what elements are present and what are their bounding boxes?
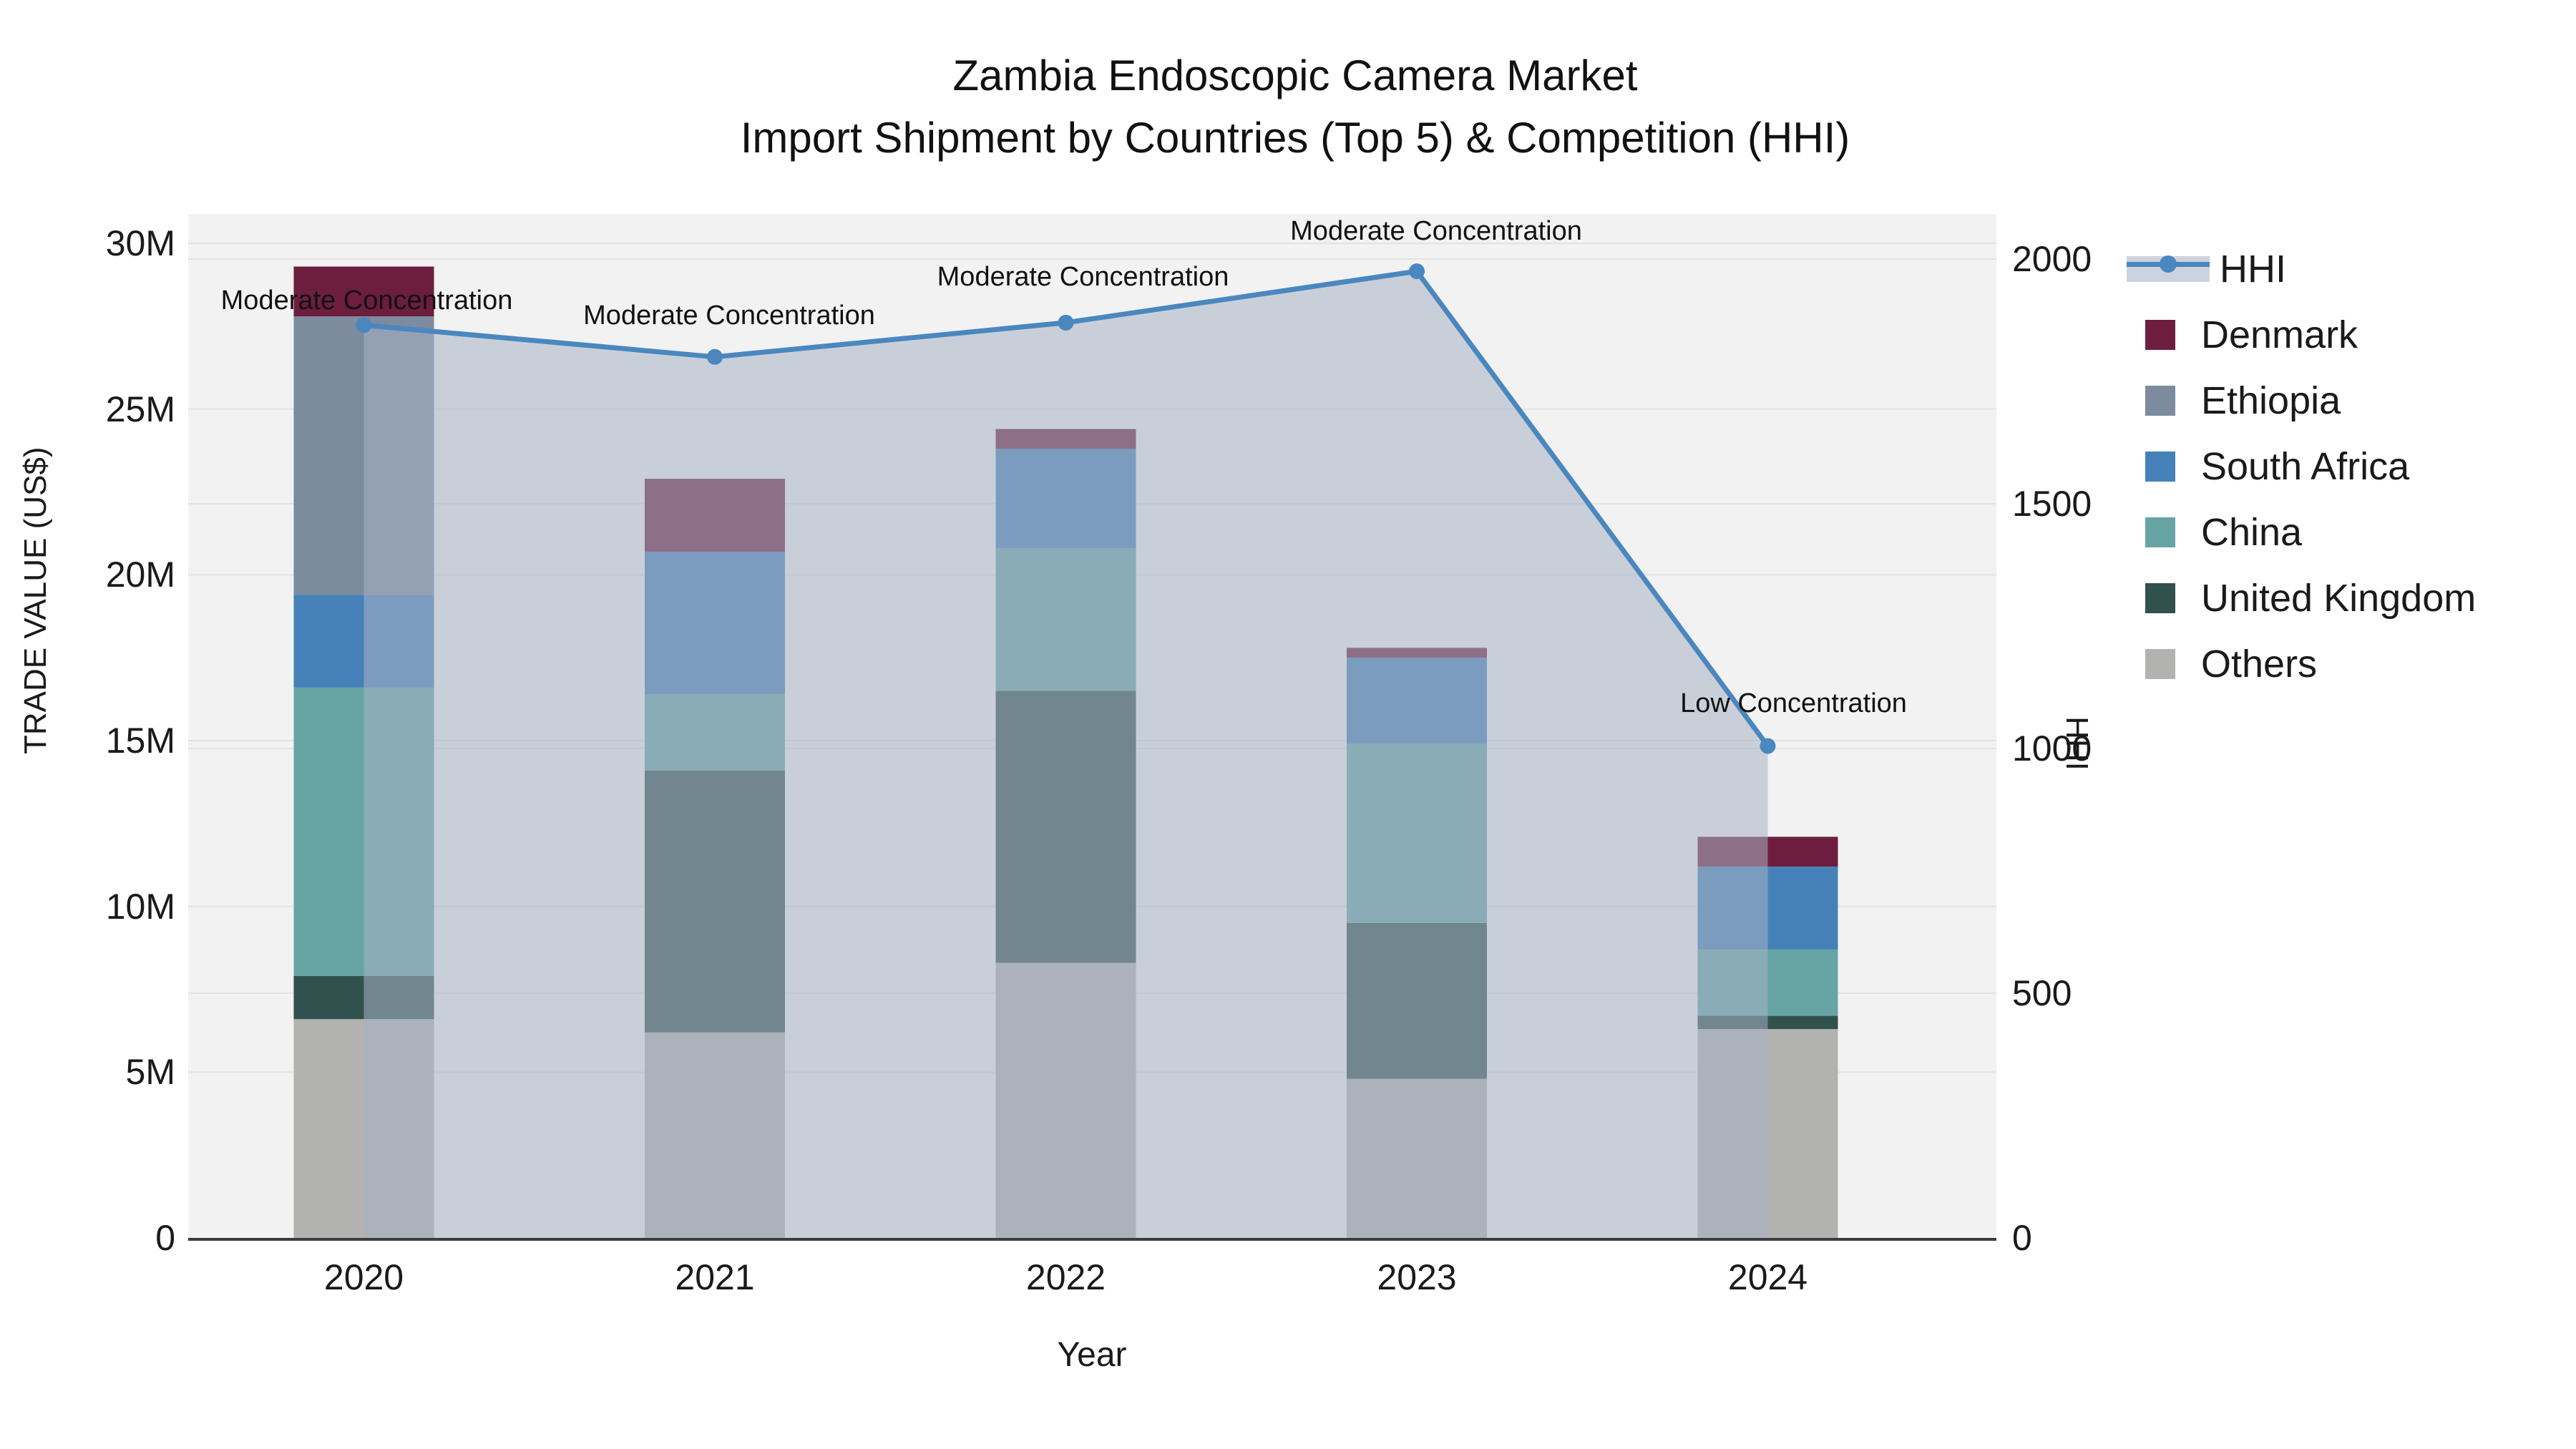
- y-left-tick-20M: 20M: [105, 555, 175, 595]
- x-tick-2020: 2020: [323, 1257, 404, 1297]
- hhi-marker-2020: [356, 317, 372, 333]
- y-right-tick-1000: 1000: [2012, 728, 2092, 769]
- x-tick-2024: 2024: [1727, 1257, 1808, 1297]
- china-swatch-icon: [2145, 517, 2175, 547]
- legend-item-others: Others: [2145, 631, 2476, 697]
- legend-label: South Africa: [2201, 445, 2410, 488]
- legend-label: United Kingdom: [2201, 577, 2477, 620]
- chart-title-line1: Zambia Endoscopic Camera Market: [952, 52, 1638, 99]
- legend-label: Others: [2201, 643, 2318, 686]
- chart-title: Zambia Endoscopic Camera Market Import S…: [741, 44, 1850, 169]
- hhi-marker-2023: [1409, 263, 1425, 280]
- annotation-2022: Moderate Concentration: [937, 261, 1229, 292]
- legend-item-united-kingdom: United Kingdom: [2145, 565, 2476, 631]
- legend-item-south-africa: South Africa: [2145, 434, 2476, 499]
- y-left-tick-30M: 30M: [105, 223, 175, 264]
- hhi-band-fill: [364, 271, 1768, 1238]
- ethiopia-swatch-icon: [2145, 386, 2175, 416]
- x-tick-2022: 2022: [1025, 1257, 1106, 1297]
- annotation-2023: Moderate Concentration: [1290, 216, 1582, 247]
- hhi-marker-2022: [1058, 314, 1074, 331]
- chart-canvas: [188, 243, 1996, 1238]
- legend-item-china: China: [2145, 499, 2476, 565]
- united-kingdom-swatch-icon: [2145, 583, 2175, 613]
- y-left-tick-0: 0: [155, 1218, 175, 1258]
- y-left-tick-15M: 15M: [105, 721, 175, 761]
- x-tick-2021: 2021: [675, 1257, 755, 1297]
- annotation-2020: Moderate Concentration: [220, 286, 513, 316]
- y-right-tick-1500: 1500: [2012, 484, 2092, 524]
- others-swatch-icon: [2145, 649, 2175, 679]
- annotation-2021: Moderate Concentration: [583, 300, 875, 331]
- y-right-tick-2000: 2000: [2012, 239, 2092, 279]
- chart-title-line2: Import Shipment by Countries (Top 5) & C…: [740, 114, 1850, 162]
- y-left-tick-25M: 25M: [105, 389, 175, 429]
- legend: HHI Denmark Ethiopia South Africa China Unite…: [2127, 236, 2476, 697]
- hhi-line-swatch-icon: [2127, 255, 2210, 282]
- south-africa-swatch-icon: [2145, 452, 2175, 482]
- x-axis-title: Year: [1057, 1336, 1127, 1374]
- x-tick-2023: 2023: [1377, 1257, 1457, 1297]
- legend-item-denmark: Denmark: [2145, 302, 2476, 368]
- legend-label: China: [2201, 511, 2303, 554]
- y-axis-left-title: TRADE VALUE (US$): [18, 447, 53, 755]
- y-right-tick-500: 500: [2012, 973, 2072, 1013]
- y-left-tick-5M: 5M: [125, 1052, 175, 1093]
- legend-label: Ethiopia: [2201, 379, 2341, 422]
- legend-label: Denmark: [2201, 313, 2358, 356]
- legend-item-hhi: HHI: [2127, 236, 2476, 302]
- bar-2020-denmark: [293, 266, 434, 317]
- legend-label: HHI: [2220, 248, 2286, 291]
- legend-item-ethiopia: Ethiopia: [2145, 368, 2476, 434]
- y-left-tick-10M: 10M: [105, 886, 175, 927]
- annotation-2024: Low Concentration: [1680, 688, 1907, 718]
- hhi-marker-2024: [1760, 738, 1776, 754]
- hhi-marker-2021: [707, 348, 723, 365]
- denmark-swatch-icon: [2145, 320, 2175, 350]
- plot-area: Moderate Concentration Moderate Concentra…: [188, 214, 1996, 1241]
- y-right-tick-0: 0: [2012, 1218, 2032, 1258]
